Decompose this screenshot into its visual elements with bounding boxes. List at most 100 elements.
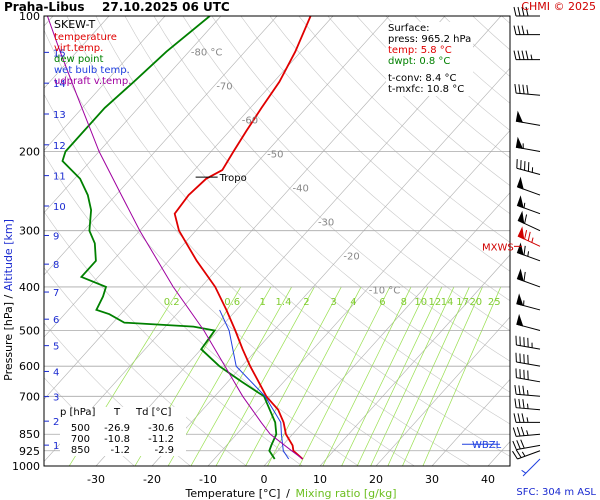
wind-barb-flag	[514, 398, 517, 408]
wind-barb	[516, 242, 541, 262]
plot-frame	[43, 15, 511, 467]
wind-barb-flag	[522, 385, 525, 395]
levels-table-header: p [hPa] T Td [°C]	[60, 407, 186, 418]
wind-barb-flag	[521, 413, 525, 423]
isotherm	[431, 378, 510, 466]
wind-barb	[517, 210, 541, 232]
altitude-tick-label: 6	[53, 315, 59, 326]
tropopause-label: Tropo	[219, 173, 247, 184]
legend-item-dew-point: dew point	[54, 54, 104, 65]
y-axis-title-separator: /	[2, 291, 15, 302]
temperature-tick-label: -20	[143, 473, 161, 486]
wind-barb	[517, 226, 541, 247]
isotherm-label: -20	[343, 252, 359, 263]
wind-barb	[514, 384, 541, 397]
wind-barb-flag	[526, 84, 529, 95]
surface-press: press: 965.2 hPa	[388, 34, 472, 45]
isotherm	[44, 16, 390, 400]
dry-adiabat	[298, 16, 510, 215]
mixing-ratio-line	[422, 286, 502, 466]
wind-barb-pennant	[515, 110, 524, 123]
wind-barb-pennant	[516, 268, 524, 282]
series-line-wet-bulb-temp-	[219, 309, 290, 460]
wind-barb-flag	[515, 449, 522, 458]
wind-barb-flag	[520, 439, 525, 449]
wind-barb-flag	[525, 6, 529, 17]
pressure-tick-label: 700	[19, 390, 40, 403]
wind-barb-flag	[525, 50, 529, 60]
isotherm-label: -40	[293, 184, 309, 195]
series-layer	[46, 16, 312, 460]
wind-barb-half	[526, 417, 529, 423]
isotherm	[44, 16, 222, 214]
sounding-datetime: 27.10.2025 06 UTC	[102, 0, 230, 14]
altitude-tick-label: 5	[53, 342, 59, 353]
surface-info: Surface: press: 965.2 hPa temp: 5.8 °C d…	[386, 22, 474, 96]
legend-item-wet-bulb: wet bulb temp.	[54, 65, 130, 76]
wind-barb	[513, 6, 540, 17]
mixing-ratio-label: 0.6	[224, 297, 240, 308]
isotherm	[151, 67, 510, 466]
wind-barb-flag	[517, 413, 521, 423]
legend-title: SKEW-T	[54, 18, 96, 31]
wind-barb	[516, 159, 541, 175]
levels-header-td: Td [°C]	[136, 407, 172, 418]
dry-adiabat	[124, 16, 510, 393]
pressure-tick-label: 500	[19, 325, 40, 338]
isotherm	[44, 16, 334, 338]
pressure-tick-label: 925	[19, 445, 40, 458]
isotherm-label: -50	[267, 150, 283, 161]
mixing-ratio-label: 6	[379, 297, 385, 308]
altitude-tick-label: 2	[53, 417, 59, 428]
wind-barb	[521, 458, 541, 477]
wind-barb-flag	[512, 427, 517, 437]
wind-barb	[515, 110, 541, 126]
wind-barb	[516, 268, 541, 288]
wind-barb-half	[523, 202, 526, 208]
mixing-ratio-label: 2	[303, 297, 309, 308]
dry-adiabat	[211, 16, 510, 302]
wind-barb-flag	[520, 426, 525, 436]
x-axis-title: Temperature [°C]	[185, 487, 281, 500]
altitude-tick-label: 11	[53, 172, 66, 183]
wind-barb-flag	[513, 25, 517, 35]
altitude-tick-label: 8	[53, 260, 59, 271]
wind-barb	[514, 398, 541, 411]
wind-barb-flag	[521, 50, 525, 60]
dry-adiabat	[501, 16, 510, 24]
isotherm	[544, 16, 600, 466]
wind-barb-flag	[518, 84, 521, 94]
wind-barb	[515, 136, 541, 152]
wind-barb-flag	[522, 399, 525, 409]
wind-barb-flag	[523, 245, 526, 256]
mixing-ratio-line	[402, 286, 483, 466]
wind-barb-flag	[512, 440, 517, 450]
wind-barb-half	[526, 403, 529, 409]
wind-barb	[514, 83, 541, 96]
pressure-tick-label: 850	[19, 428, 40, 441]
legend-item-virt-temp: virt.temp.	[54, 43, 104, 54]
wind-barb-flag	[521, 25, 525, 35]
wind-barb-flag	[524, 214, 528, 224]
mixing-ratio-line	[299, 286, 391, 466]
wind-barb-half	[526, 390, 529, 396]
isotherm	[487, 441, 510, 466]
wind-barb-flag	[524, 230, 528, 240]
dry-adiabat	[472, 16, 510, 51]
mixing-ratio-label: 12	[429, 297, 442, 308]
levels-row: 850 -1.2 -2.9	[70, 445, 174, 456]
surface-dwpt: dwpt: 0.8 °C	[388, 56, 451, 67]
series-line-dew-point	[61, 16, 278, 460]
pressure-tick-label: 200	[19, 145, 40, 158]
wind-barb-flag	[518, 398, 521, 409]
pressure-tick-label: 1000	[12, 460, 40, 473]
station-name: Praha-Libus	[4, 0, 85, 14]
levels-table: p [hPa] T Td [°C] 500 -26.9 -30.6 700 -1…	[60, 407, 186, 456]
pressure-tick-label: 300	[19, 225, 40, 238]
dry-adiabat	[95, 16, 510, 425]
temperature-tick-label: 30	[425, 473, 439, 486]
altitude-tick-label: 12	[53, 141, 66, 152]
mixing-ratio-line	[387, 286, 470, 466]
mixing-ratio-label: 1.4	[276, 297, 292, 308]
